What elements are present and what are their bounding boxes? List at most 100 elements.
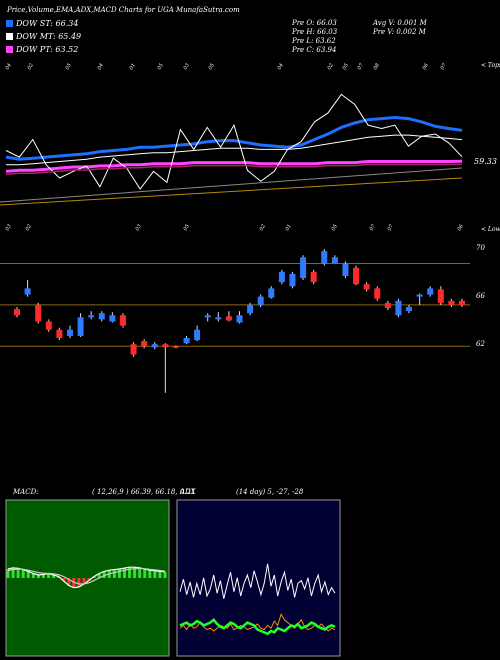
legend-st: DOW ST: 66.34 xyxy=(6,19,78,29)
bottom-date-4: 02 xyxy=(259,223,267,232)
stat-0-0: Pre O: 66.03 xyxy=(292,19,337,27)
legend-st-swatch xyxy=(6,20,13,27)
candle-body-1 xyxy=(24,288,31,295)
level-62-label: 62 xyxy=(476,340,485,348)
candle-body-7 xyxy=(88,315,95,318)
level-66-label: 66 xyxy=(476,292,485,300)
candle-body-23 xyxy=(257,296,264,305)
top-date-3: 04 xyxy=(97,62,105,71)
top-date-5: 05 xyxy=(157,62,165,71)
candle-body-21 xyxy=(236,315,243,323)
top-date-9: 02 xyxy=(327,62,335,71)
candle-body-26 xyxy=(289,273,296,287)
top-date-2: 05 xyxy=(65,62,73,71)
ema-chart: 04 02 05 04 01 05 03 05 04 02 05 07 08 06 07 03 02 03 05 02… xyxy=(0,62,466,232)
candle-body-37 xyxy=(406,306,413,312)
candle-body-3 xyxy=(45,321,52,330)
top-date-0: 04 xyxy=(5,62,13,71)
bottom-date-7: 07 xyxy=(369,223,378,232)
bottom-date-6: 05 xyxy=(331,223,339,232)
adx-frame xyxy=(176,499,341,657)
top-date-11: 07 xyxy=(357,62,366,71)
adx-values: (14 day) 5, -27, -28 xyxy=(236,488,304,496)
candle-body-10 xyxy=(119,315,126,326)
tops-label: < Tops xyxy=(481,62,500,69)
ema-series-pt-shadow xyxy=(5,163,463,176)
macd-label: MACD: xyxy=(13,488,39,496)
top-date-12: 08 xyxy=(373,62,381,71)
candle-body-38 xyxy=(416,294,423,297)
candle-body-18 xyxy=(204,315,211,318)
bottom-date-3: 05 xyxy=(183,223,191,232)
legend-pt-swatch xyxy=(6,46,13,53)
candle-body-11 xyxy=(130,344,137,355)
candle-body-40 xyxy=(437,289,444,303)
ema-series-0 xyxy=(5,115,463,161)
candle-body-30 xyxy=(331,257,338,264)
candle-body-16 xyxy=(183,338,190,344)
stat-0-1: Avg V: 0.001 M xyxy=(373,19,427,27)
bottom-date-0: 03 xyxy=(5,223,13,232)
adx-background xyxy=(177,500,340,656)
candle-body-31 xyxy=(342,263,349,276)
top-date-8: 04 xyxy=(277,62,285,71)
level-70-label: 70 xyxy=(476,244,485,252)
stat-2-0: Pre L: 63.62 xyxy=(292,37,336,45)
stat-3-0: Pre C: 63.94 xyxy=(292,46,337,54)
bottom-date-1: 02 xyxy=(25,223,33,232)
candle-body-22 xyxy=(247,304,254,314)
candle-body-20 xyxy=(225,316,232,321)
ema-long-line xyxy=(0,167,463,203)
macd-signal xyxy=(7,567,166,585)
ema-series-1 xyxy=(6,134,463,166)
candle-body-42 xyxy=(459,300,465,305)
candle-body-25 xyxy=(278,271,285,283)
ema-trend-line xyxy=(0,177,463,206)
legend-pt-label: DOW PT: 63.52 xyxy=(16,45,79,54)
candle-body-5 xyxy=(66,329,73,336)
candle-body-27 xyxy=(300,257,307,279)
chart-title: Price,Volume,EMA,ADX,MACD Charts for UGA… xyxy=(7,6,240,14)
candle-body-14 xyxy=(162,344,169,348)
candle-body-36 xyxy=(395,300,402,316)
stat-1-1: Pre V: 0.002 M xyxy=(373,28,426,36)
price-label: 59.33 xyxy=(474,157,497,166)
top-date-4: 01 xyxy=(129,62,137,71)
di-minus-line xyxy=(179,612,336,632)
adx-line xyxy=(179,563,336,599)
top-date-6: 03 xyxy=(183,62,191,71)
bottom-date-9: 06 xyxy=(457,223,466,232)
top-date-14: 07 xyxy=(440,62,449,71)
candle-body-29 xyxy=(321,251,328,264)
top-date-7: 05 xyxy=(208,62,216,71)
candle-body-9 xyxy=(109,315,116,322)
candle-body-19 xyxy=(215,317,222,320)
bottom-date-2: 03 xyxy=(135,223,143,232)
candle-body-41 xyxy=(448,300,455,305)
candle-body-17 xyxy=(194,329,201,341)
legend-pt: DOW PT: 63.52 xyxy=(6,45,78,55)
top-date-1: 02 xyxy=(27,62,35,71)
bottom-date-5: 01 xyxy=(285,223,293,232)
candle-body-12 xyxy=(141,341,148,347)
ema-series-3 xyxy=(5,93,463,190)
candle-body-4 xyxy=(56,329,63,339)
legend-mt: DOW MT: 65.49 xyxy=(6,32,81,42)
bottom-date-8: 07 xyxy=(387,223,396,232)
top-date-10: 05 xyxy=(342,62,350,71)
candle-body-24 xyxy=(268,288,275,298)
candle-body-6 xyxy=(77,317,84,336)
candle-body-34 xyxy=(374,288,381,299)
adx-label: ADX xyxy=(180,488,196,496)
candle-body-39 xyxy=(427,288,434,295)
legend-mt-label: DOW MT: 65.49 xyxy=(16,32,82,41)
top-date-13: 06 xyxy=(422,62,431,71)
di-plus-line xyxy=(179,618,336,636)
ema-series-2 xyxy=(5,159,463,173)
candle-body-32 xyxy=(353,267,360,285)
lows-label: < Lows xyxy=(481,226,500,233)
candle-body-0 xyxy=(14,309,20,316)
